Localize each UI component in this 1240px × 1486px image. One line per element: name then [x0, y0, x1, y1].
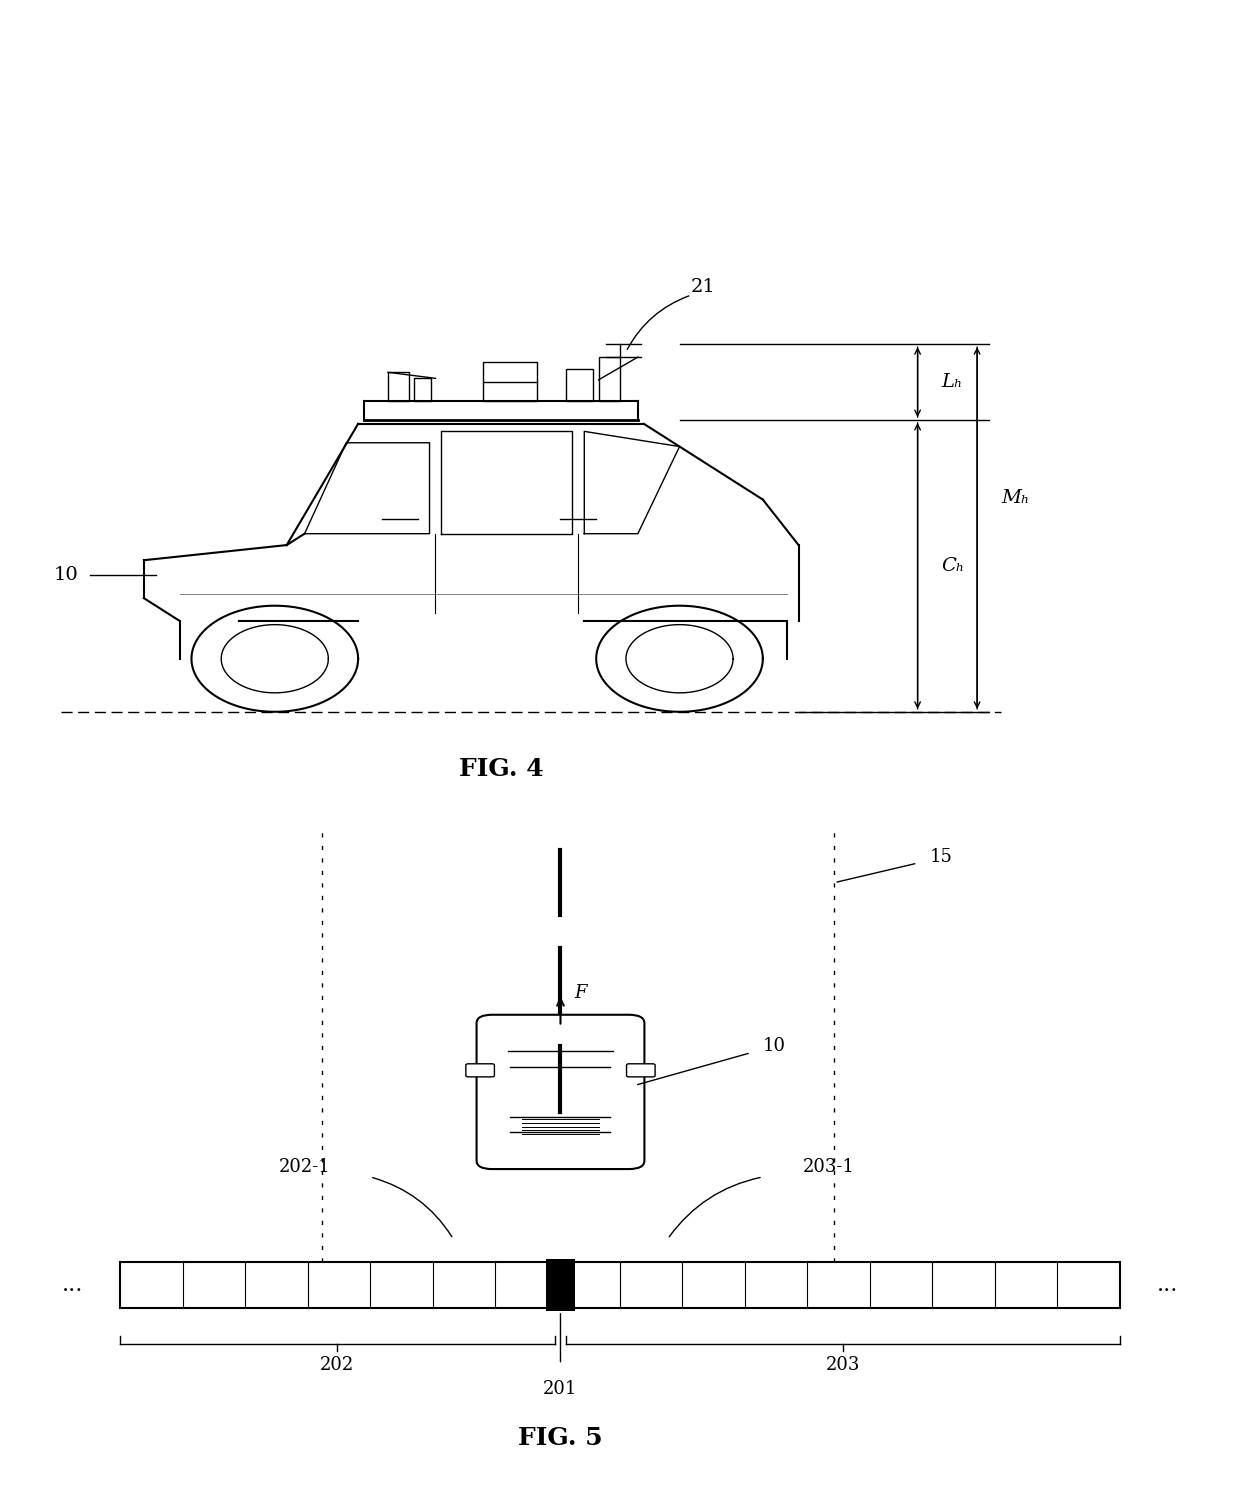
Text: 10: 10 — [763, 1037, 786, 1055]
Text: 201: 201 — [543, 1379, 578, 1398]
Text: 10: 10 — [55, 566, 79, 584]
Text: 15: 15 — [930, 847, 952, 865]
Text: Lₕ: Lₕ — [941, 373, 962, 391]
Text: ...: ... — [1157, 1274, 1178, 1296]
Text: 21: 21 — [691, 278, 715, 296]
Bar — [484, 361, 537, 401]
Text: 203: 203 — [826, 1355, 861, 1373]
Bar — [599, 357, 620, 401]
Bar — [546, 1259, 575, 1311]
Bar — [567, 369, 593, 401]
Text: FIG. 5: FIG. 5 — [518, 1427, 603, 1450]
Text: FIG. 4: FIG. 4 — [459, 756, 543, 780]
Text: F: F — [575, 984, 588, 1002]
Text: 203-1: 203-1 — [802, 1158, 854, 1175]
FancyBboxPatch shape — [626, 1064, 655, 1077]
Text: ...: ... — [62, 1274, 83, 1296]
Text: 202: 202 — [320, 1355, 355, 1373]
FancyBboxPatch shape — [476, 1015, 645, 1169]
Text: Mₕ: Mₕ — [1001, 489, 1029, 507]
Bar — [120, 1262, 1120, 1308]
Text: 202-1: 202-1 — [279, 1158, 330, 1175]
Bar — [388, 373, 409, 401]
FancyBboxPatch shape — [466, 1064, 495, 1077]
Text: Cₕ: Cₕ — [941, 557, 965, 575]
Bar — [414, 379, 430, 401]
